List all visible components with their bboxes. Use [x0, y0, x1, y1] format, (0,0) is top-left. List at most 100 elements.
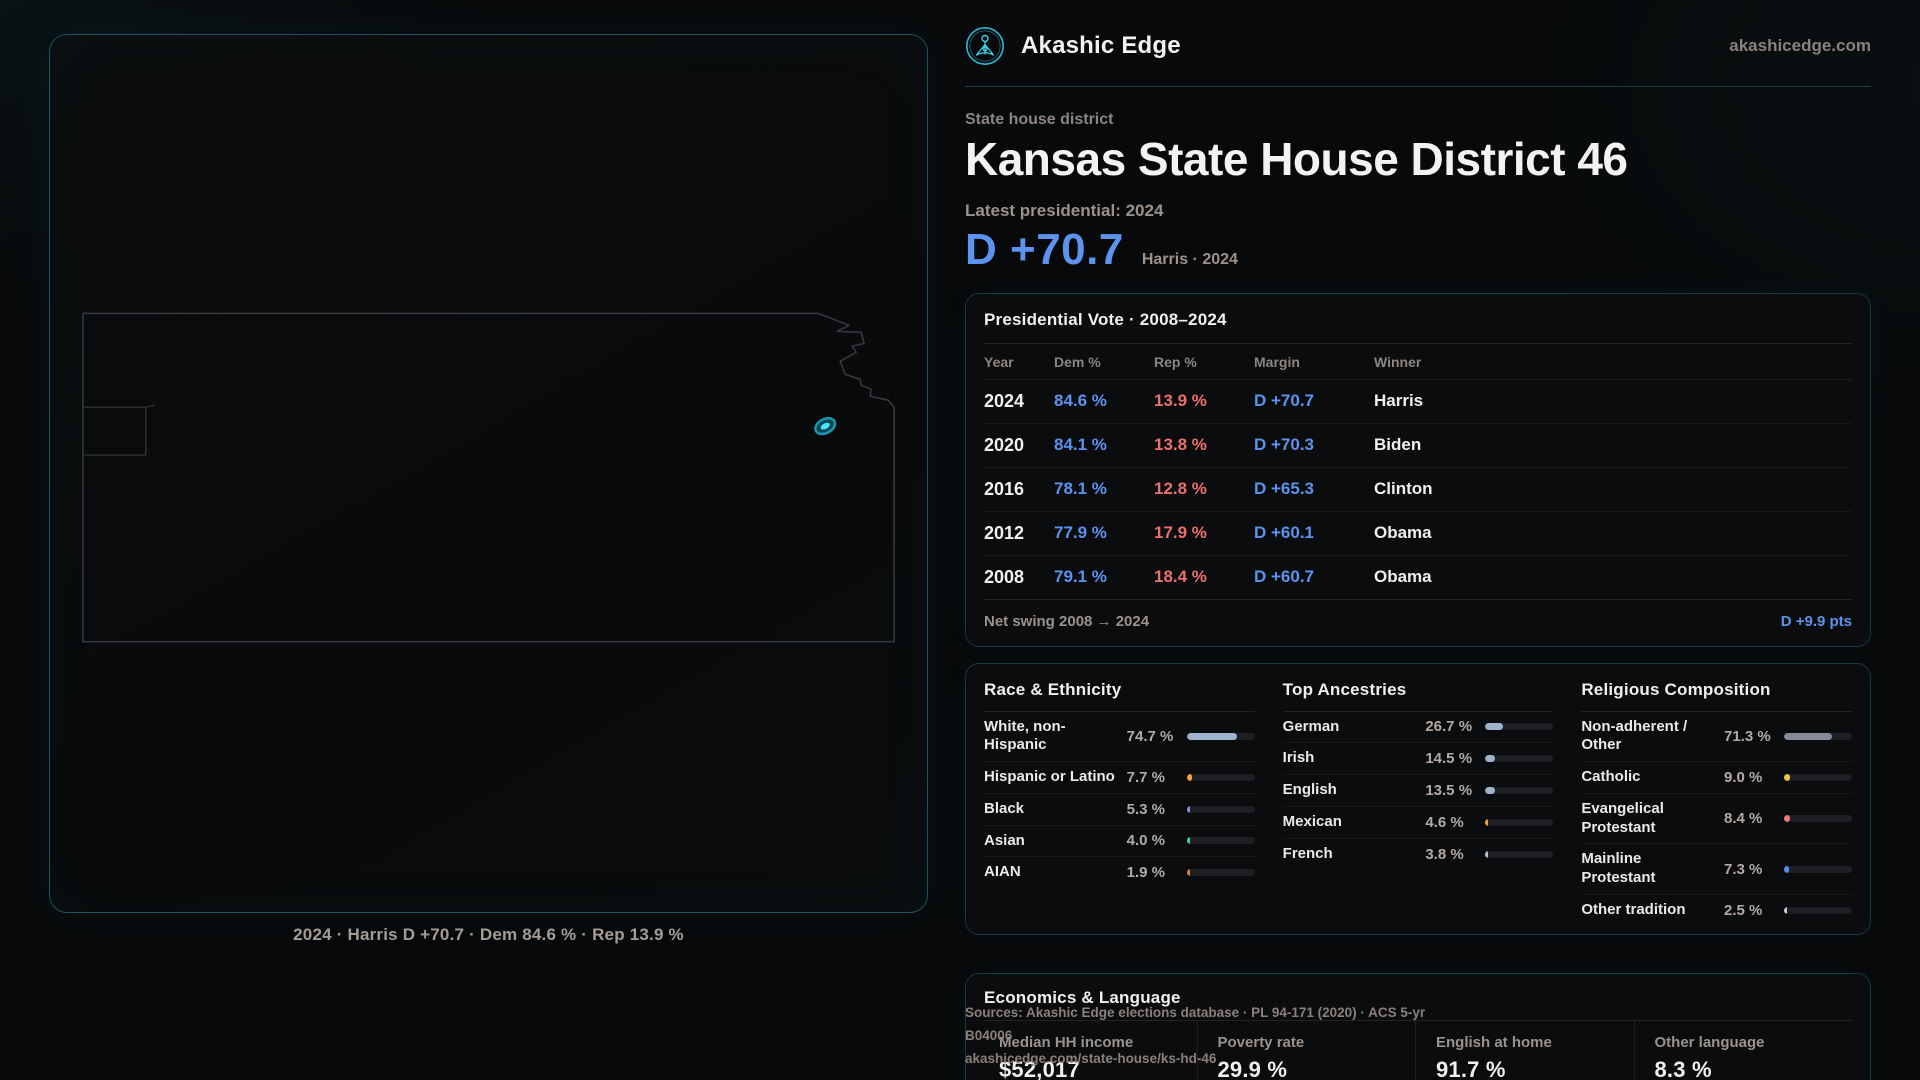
demographic-bar: [1186, 869, 1255, 877]
margin-cell: D +60.1: [1254, 523, 1315, 543]
akashic-edge-logo-icon[interactable]: [965, 26, 1005, 66]
district-type-eyebrow: State house district: [965, 111, 1114, 128]
demographic-row: Irish 14.5 %: [1282, 743, 1554, 776]
demographic-label: Evangelical Protestant: [1581, 799, 1664, 836]
demographic-bar: [1783, 906, 1852, 914]
dem-cell: 84.1 %: [1054, 435, 1107, 455]
race-rows: White, non- Hispanic 74.7 % Hispanic or La…: [984, 712, 1255, 889]
table-row: 2016 78.1 % 12.8 % D +65.3 Clinton: [984, 468, 1852, 512]
demographic-label: German: [1282, 717, 1340, 735]
stat-label: Other language: [1654, 1033, 1765, 1051]
year-cell: 2020: [984, 434, 1025, 455]
margin-cell: D +65.3: [1254, 479, 1315, 499]
demographic-row: Evangelical Protestant 8.4 %: [1581, 794, 1852, 845]
demographic-value: 71.3 %: [1723, 727, 1771, 745]
year-cell: 2016: [984, 478, 1025, 499]
demographic-label: AIAN: [984, 863, 1021, 881]
demographic-row: Hispanic or Latino 7.7 %: [984, 762, 1255, 794]
demographic-value: 1.9 %: [1126, 864, 1166, 882]
page-title: Kansas State House District 46: [965, 133, 1628, 185]
stat-label: Median HH income: [999, 1033, 1134, 1051]
stat-value: 8.3 %: [1654, 1056, 1712, 1080]
economics-card-title: Economics & Language: [984, 988, 1852, 1021]
demographic-bar: [1485, 755, 1554, 763]
demographic-value: 9.0 %: [1723, 768, 1763, 786]
stat-label: English at home: [1436, 1033, 1552, 1051]
presidential-table: Year Dem % Rep % Margin Winner 2024 84.6…: [984, 344, 1852, 600]
religion-rows: Non-adherent / Other 71.3 % Catholic 9.0 % E…: [1581, 712, 1852, 926]
table-row: 2008 79.1 % 18.4 % D +60.7 Obama: [984, 556, 1852, 600]
stat-poverty-rate: Poverty rate 29.9 %: [1196, 1020, 1416, 1080]
demographic-value: 2.5 %: [1723, 901, 1763, 919]
demographic-bar: [1783, 865, 1852, 873]
brand-domain-link[interactable]: akashicedge.com: [1729, 36, 1871, 55]
economics-card: Economics & Language Median HH income $5…: [965, 972, 1871, 1080]
demographic-bar: [1485, 818, 1554, 826]
stat-english-at-home: English at home 91.7 %: [1415, 1020, 1634, 1080]
kansas-map-canvas[interactable]: [50, 35, 927, 912]
col-dem: Dem %: [1054, 353, 1101, 370]
presidential-card-title: Presidential Vote · 2008–2024: [984, 310, 1852, 344]
demographic-value: 5.3 %: [1126, 800, 1166, 818]
demographic-label: French: [1282, 844, 1333, 862]
presidential-vote-card: Presidential Vote · 2008–2024 Year Dem %…: [965, 292, 1871, 647]
map-caption: 2024 · Harris D +70.7 · Dem 84.6 % · Rep…: [293, 925, 684, 944]
net-swing-row: Net swing 2008 → 2024 D +9.9 pts: [984, 600, 1852, 633]
dem-cell: 78.1 %: [1054, 479, 1107, 499]
demographic-row: German 26.7 %: [1282, 712, 1554, 744]
demographic-row: Mainline Protestant 7.3 %: [1581, 844, 1852, 895]
religion-section: Religious Composition Non-adherent / Oth…: [1581, 680, 1852, 926]
demographic-bar: [1485, 723, 1554, 731]
site-header: Akashic Edge akashicedge.com: [965, 0, 1871, 87]
demographic-value: 74.7 %: [1126, 727, 1174, 745]
demographic-row: Asian 4.0 %: [984, 826, 1255, 858]
winner-cell: Biden: [1374, 435, 1422, 455]
rep-cell: 12.8 %: [1154, 479, 1207, 499]
demographic-row: Non-adherent / Other 71.3 %: [1581, 712, 1852, 763]
demographic-label: Other tradition: [1581, 900, 1686, 918]
brand-name: Akashic Edge: [1021, 32, 1181, 59]
demographic-value: 3.8 %: [1425, 845, 1464, 863]
demographic-label: White, non- Hispanic: [984, 717, 1066, 754]
margin-cell: D +60.7: [1254, 567, 1315, 587]
year-cell: 2012: [984, 522, 1025, 543]
stat-value: $52,017: [999, 1056, 1080, 1080]
demographics-card: Race & Ethnicity White, non- Hispanic 74.…: [965, 662, 1871, 935]
demographic-value: 7.3 %: [1723, 860, 1763, 878]
demographic-row: White, non- Hispanic 74.7 %: [984, 712, 1255, 763]
demographic-label: English: [1282, 781, 1337, 799]
headline-margin-value: D +70.7: [965, 224, 1124, 274]
demographic-label: Hispanic or Latino: [984, 768, 1115, 786]
stat-value: 29.9 %: [1217, 1056, 1288, 1080]
col-year: Year: [984, 353, 1014, 370]
race-ethnicity-section: Race & Ethnicity White, non- Hispanic 74.…: [984, 680, 1255, 926]
demographic-row: AIAN 1.9 %: [984, 857, 1255, 888]
dem-cell: 84.6 %: [1054, 391, 1107, 411]
demographic-label: Mainline Protestant: [1581, 850, 1656, 887]
headline-margin: D +70.7 Harris · 2024: [965, 225, 1871, 275]
demographic-label: Mexican: [1282, 812, 1342, 830]
ancestries-section: Top Ancestries German 26.7 % Irish 14.5 % En…: [1282, 680, 1554, 926]
demographic-row: Mexican 4.6 %: [1282, 807, 1554, 839]
winner-cell: Obama: [1374, 523, 1432, 543]
demographic-bar: [1186, 773, 1255, 781]
demographic-value: 8.4 %: [1723, 810, 1763, 828]
kansas-state-outline: [82, 312, 895, 643]
demographic-bar: [1186, 805, 1255, 813]
demographic-value: 4.0 %: [1126, 832, 1166, 850]
col-rep: Rep %: [1154, 353, 1197, 370]
race-section-title: Race & Ethnicity: [984, 680, 1255, 712]
demographic-label: Black: [984, 799, 1025, 817]
demographic-bar: [1485, 786, 1554, 794]
stat-other-language: Other language 8.3 %: [1633, 1020, 1853, 1080]
stat-median-income: Median HH income $52,017: [984, 1021, 1197, 1080]
table-header-row: Year Dem % Rep % Margin Winner: [984, 344, 1852, 380]
district-46-marker[interactable]: [813, 415, 838, 437]
winner-cell: Clinton: [1374, 479, 1433, 499]
demographic-bar: [1485, 850, 1554, 858]
demographic-label: Non-adherent / Other: [1581, 717, 1688, 754]
source-url-link[interactable]: akashicedge.com/state-house/ks-hd-46: [965, 1051, 1217, 1066]
demographic-row: French 3.8 %: [1283, 839, 1554, 870]
table-row: 2024 84.6 % 13.9 % D +70.7 Harris: [984, 380, 1852, 424]
ancestries-section-title: Top Ancestries: [1282, 680, 1554, 712]
